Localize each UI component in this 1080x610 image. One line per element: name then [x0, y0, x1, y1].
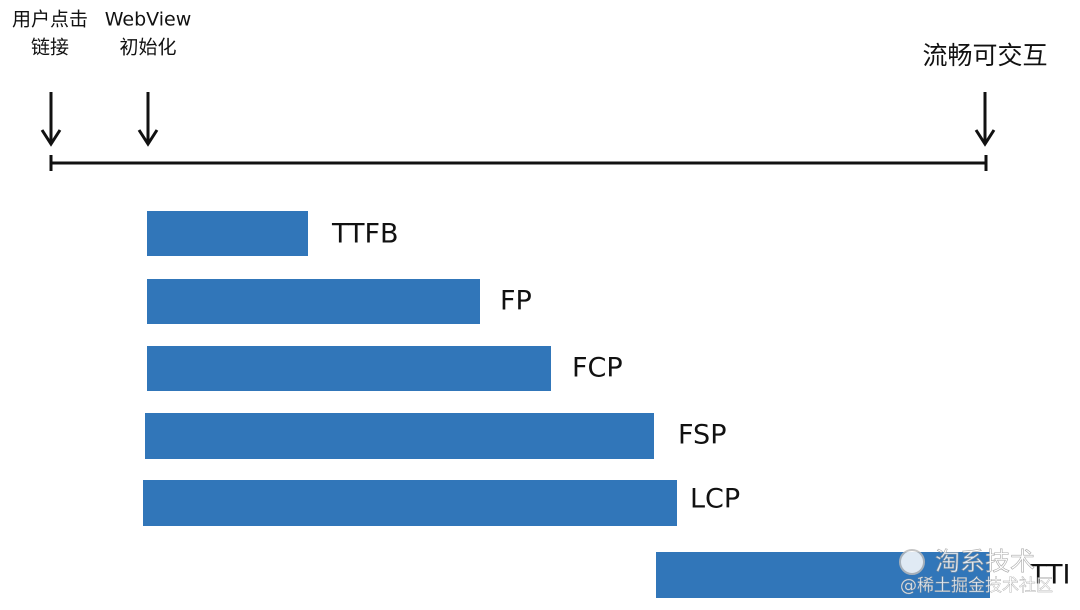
metric-label: TTFB	[331, 219, 399, 250]
marker-label: 初始化	[119, 37, 176, 59]
metric-bar	[145, 413, 654, 459]
watermark-title: 淘系技术	[935, 547, 1035, 576]
metric-bar	[147, 211, 308, 256]
metric-label: FCP	[572, 353, 623, 384]
metric-bar	[143, 480, 677, 526]
metric-bar	[147, 346, 551, 391]
watermark-source: @稀土掘金技术社区	[900, 576, 1053, 596]
marker-label: 链接	[31, 37, 69, 59]
metric-label: FSP	[678, 420, 726, 451]
watermark-icon	[899, 549, 925, 575]
metric-label: TTI	[1029, 560, 1070, 591]
marker-label: 用户点击	[12, 9, 88, 31]
marker-label: 流畅可交互	[922, 41, 1047, 70]
metric-bar	[656, 552, 990, 598]
watermark: 淘系技术 @稀土掘金技术社区	[899, 547, 1053, 596]
metric-label: FP	[500, 286, 532, 317]
arrow	[137, 92, 159, 147]
metric-bar	[147, 279, 480, 324]
marker-label: WebView	[105, 9, 192, 31]
metric-label: LCP	[690, 484, 740, 515]
arrow	[974, 92, 996, 147]
arrow	[40, 92, 62, 147]
